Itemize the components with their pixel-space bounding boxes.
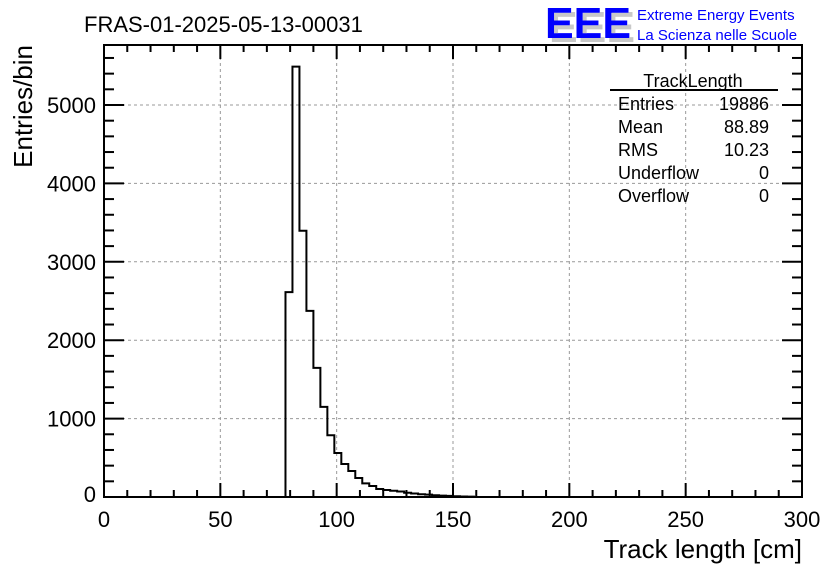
x-tick-label: 200 — [551, 507, 588, 532]
x-tick-label: 50 — [208, 507, 232, 532]
histogram-bin — [320, 407, 327, 497]
logo-mark: EEE — [545, 0, 631, 48]
stats-value: 10.23 — [724, 140, 769, 160]
y-tick-label: 0 — [84, 482, 96, 507]
stats-value: 88.89 — [724, 117, 769, 137]
stats-label: Entries — [618, 94, 674, 114]
x-tick-label: 250 — [667, 507, 704, 532]
stats-value: 0 — [759, 186, 769, 206]
histogram-bin — [355, 478, 362, 497]
stats-title: TrackLength — [643, 71, 742, 91]
stats-value: 19886 — [719, 94, 769, 114]
histogram-outline — [284, 65, 475, 498]
histogram-bin — [376, 489, 383, 497]
histogram-bin — [348, 471, 355, 497]
logo-line2: La Scienza nelle Scuole — [637, 27, 797, 44]
x-tick-label: 150 — [435, 507, 472, 532]
histogram-bin — [313, 368, 320, 497]
y-axis-title: Entries/bin — [8, 45, 38, 168]
histogram-bins — [285, 67, 473, 497]
chart-title: FRAS-01-2025-05-13-00031 — [84, 12, 363, 37]
y-tick-label: 1000 — [47, 407, 96, 432]
grid-lines — [104, 45, 802, 497]
histogram-bin — [285, 292, 292, 497]
x-tick-labels: 0 50 100 150 200 250 300 — [98, 507, 820, 532]
stats-label: Underflow — [618, 163, 700, 183]
x-tick-label: 100 — [318, 507, 355, 532]
histogram-bin — [306, 311, 313, 497]
logo-line1: Extreme Energy Events — [637, 7, 795, 24]
histogram-bin — [369, 486, 376, 497]
y-tick-label: 5000 — [47, 93, 96, 118]
stats-box: TrackLength Entries 19886 Mean 88.89 RMS 10.2… — [610, 71, 778, 206]
histogram-bin — [383, 490, 390, 497]
stats-label: Overflow — [618, 186, 690, 206]
histogram-bin — [334, 453, 341, 497]
stats-value: 0 — [759, 163, 769, 183]
y-tick-label: 4000 — [47, 171, 96, 196]
y-tick-label: 3000 — [47, 250, 96, 275]
histogram-bin — [362, 483, 369, 497]
y-tick-label: 2000 — [47, 328, 96, 353]
y-tick-labels: 0 1000 2000 3000 4000 5000 — [47, 93, 96, 507]
stats-label: Mean — [618, 117, 663, 137]
eee-logo: EEE Extreme Energy Events La Scienza nel… — [545, 0, 797, 48]
axis-ticks — [103, 45, 803, 498]
histogram-bin — [299, 231, 306, 497]
stats-label: RMS — [618, 140, 658, 160]
x-tick-label: 300 — [784, 507, 821, 532]
x-tick-label: 0 — [98, 507, 110, 532]
histogram-bin — [341, 464, 348, 497]
x-axis-title: Track length [cm] — [604, 534, 802, 564]
histogram-bin — [292, 67, 299, 497]
histogram-bin — [327, 435, 334, 497]
